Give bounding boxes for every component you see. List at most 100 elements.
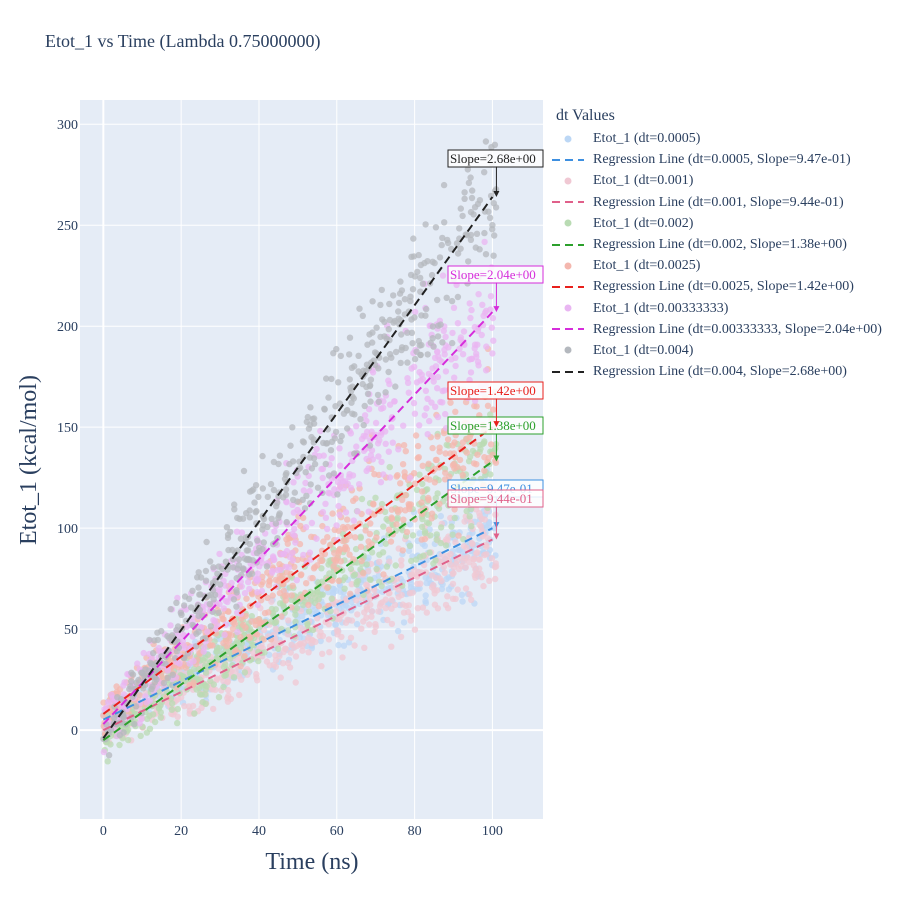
legend-item[interactable]: Etot_1 (dt=0.002): [548, 213, 893, 234]
data-point: [399, 547, 406, 554]
data-point: [149, 711, 157, 718]
legend-item[interactable]: Regression Line (dt=0.001, Slope=9.44e-0…: [548, 192, 893, 213]
data-point: [238, 529, 246, 536]
data-point: [458, 591, 466, 598]
data-point: [347, 590, 354, 597]
data-point: [332, 608, 340, 615]
data-point: [481, 454, 488, 461]
x-tick-label: 60: [330, 824, 344, 839]
data-point: [187, 604, 195, 611]
data-point: [304, 413, 311, 421]
data-point: [361, 609, 368, 616]
legend-item[interactable]: Etot_1 (dt=0.0025): [548, 255, 893, 276]
data-point: [169, 671, 176, 678]
data-point: [365, 508, 372, 515]
data-point: [180, 642, 187, 649]
data-point: [358, 557, 365, 565]
data-point: [489, 350, 496, 357]
data-point: [398, 591, 405, 599]
data-point: [487, 471, 494, 478]
data-point: [272, 520, 280, 527]
data-point: [391, 398, 398, 405]
data-point: [194, 574, 201, 581]
data-point: [353, 620, 361, 628]
data-point: [406, 521, 414, 528]
data-point: [361, 644, 368, 651]
data-point: [436, 500, 443, 508]
data-point: [399, 496, 406, 503]
data-point: [355, 352, 362, 359]
data-point: [439, 339, 446, 346]
data-point: [467, 236, 475, 243]
data-point: [375, 608, 382, 615]
data-point: [353, 443, 360, 450]
legend-marker: [564, 304, 572, 312]
data-point: [371, 349, 379, 356]
legend-item[interactable]: Etot_1 (dt=0.0005): [548, 128, 893, 149]
data-point: [373, 534, 380, 541]
data-point: [192, 643, 200, 650]
data-point: [376, 437, 383, 444]
data-point: [309, 574, 316, 582]
legend-item[interactable]: Regression Line (dt=0.0025, Slope=1.42e+…: [548, 276, 893, 297]
data-point: [206, 600, 213, 608]
data-point: [169, 682, 176, 689]
data-point: [174, 719, 181, 727]
data-point: [368, 447, 376, 454]
data-point: [388, 575, 395, 583]
data-point: [452, 408, 459, 415]
data-point: [280, 551, 287, 558]
legend-label: Regression Line (dt=0.0025, Slope=1.42e+…: [593, 279, 854, 295]
legend-item[interactable]: Regression Line (dt=0.004, Slope=2.68e+0…: [548, 361, 893, 382]
data-point: [348, 581, 355, 588]
data-point: [204, 628, 211, 635]
data-point: [271, 619, 278, 627]
data-point: [400, 609, 408, 616]
data-point: [442, 450, 449, 457]
regression-line: [102, 426, 494, 715]
data-point: [105, 699, 112, 706]
legend-item[interactable]: Regression Line (dt=0.00333333, Slope=2.…: [548, 319, 893, 340]
data-point: [449, 595, 457, 602]
legend-item[interactable]: Etot_1 (dt=0.001): [548, 170, 893, 191]
data-point: [398, 557, 405, 564]
data-point: [486, 214, 494, 221]
data-point: [257, 620, 264, 627]
tick-labels: 0 20 40 60 80 100 0 50 100 150 200 250 300: [57, 118, 503, 839]
legend-label: Etot_1 (dt=0.004): [593, 342, 694, 358]
regression-lines: [102, 196, 494, 742]
data-point: [347, 634, 355, 641]
data-point: [131, 721, 138, 728]
data-point: [461, 195, 468, 202]
legend-label: Etot_1 (dt=0.0025): [593, 258, 701, 274]
data-point: [401, 311, 409, 318]
data-point: [412, 308, 419, 316]
data-point: [454, 586, 461, 593]
data-point: [320, 538, 327, 545]
data-point: [157, 709, 164, 716]
data-point: [243, 556, 251, 564]
data-point: [360, 569, 367, 577]
data-point: [398, 346, 405, 354]
data-point: [271, 528, 278, 535]
data-point: [414, 442, 422, 450]
data-point: [397, 633, 405, 641]
data-point: [388, 424, 395, 431]
data-point: [287, 649, 294, 656]
data-point: [318, 663, 325, 670]
data-point: [231, 501, 238, 508]
data-point: [395, 446, 402, 453]
data-point: [292, 618, 299, 625]
data-point: [367, 576, 374, 583]
data-point: [391, 601, 399, 609]
data-point: [154, 629, 161, 636]
legend-item[interactable]: Regression Line (dt=0.002, Slope=1.38e+0…: [548, 234, 893, 255]
data-point: [292, 539, 299, 546]
legend-item[interactable]: Etot_1 (dt=0.004): [548, 340, 893, 361]
legend-item[interactable]: Regression Line (dt=0.0005, Slope=9.47e-…: [548, 149, 893, 170]
legend-item[interactable]: Etot_1 (dt=0.00333333): [548, 298, 893, 319]
data-point: [228, 631, 235, 639]
y-tick-label: 0: [71, 724, 78, 739]
data-point: [419, 280, 427, 287]
